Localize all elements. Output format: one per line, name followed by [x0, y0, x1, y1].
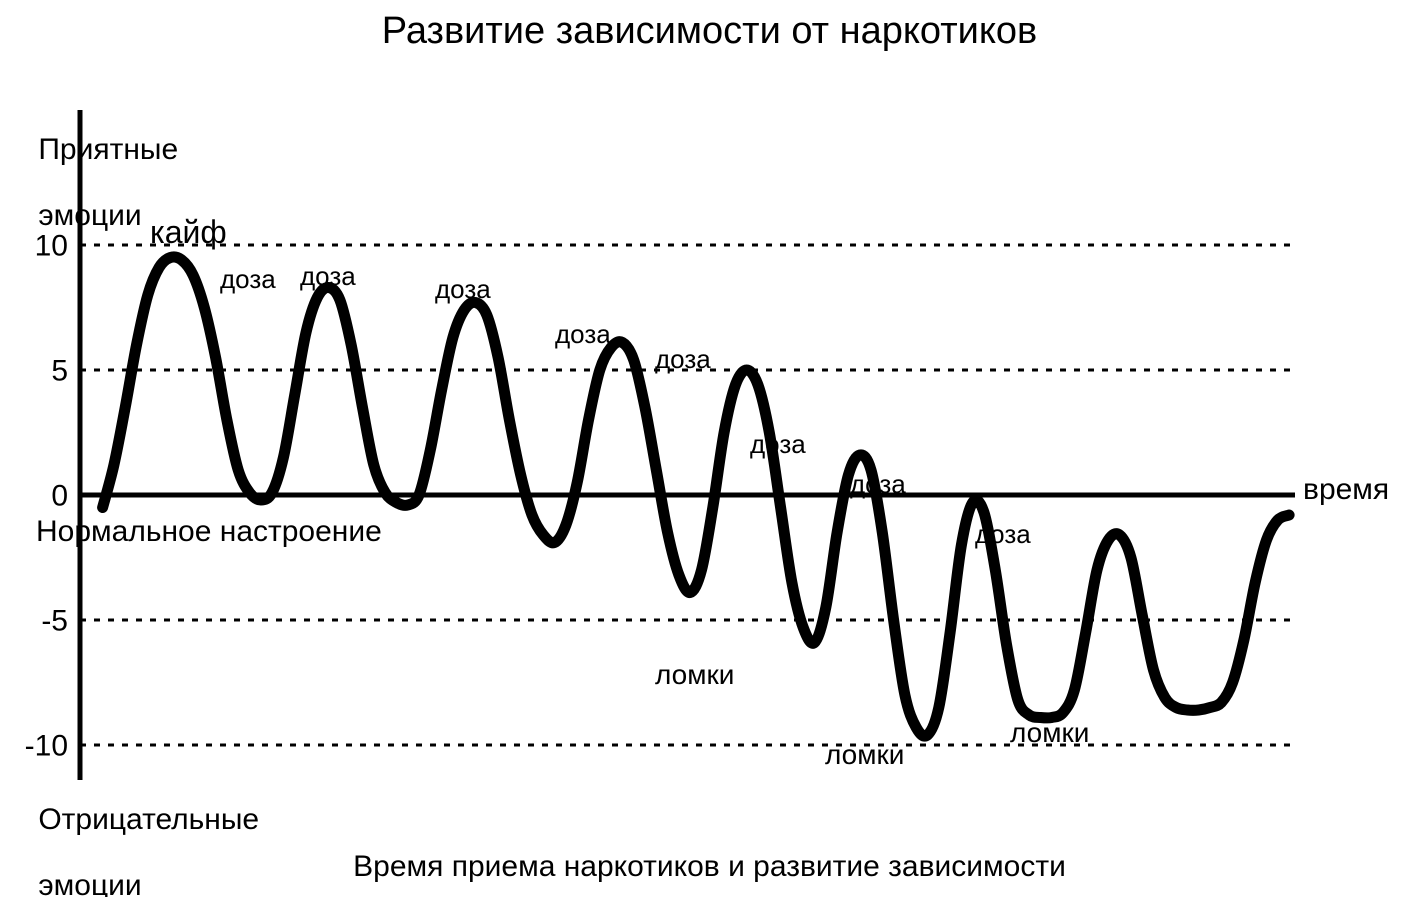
annotation-11: ломки [1010, 718, 1089, 749]
baseline-label: Нормальное настроение [36, 515, 382, 548]
annotation-10: ломки [825, 740, 904, 771]
chart-subtitle: Время приема наркотиков и развитие завис… [0, 850, 1419, 884]
annotation-6: доза [750, 430, 806, 459]
annotation-9: ломки [655, 660, 734, 691]
y-tick-label: -5 [41, 605, 68, 638]
y-tick-label: 5 [51, 355, 68, 388]
y-tick-label: 0 [51, 480, 68, 513]
annotation-1: доза [220, 265, 276, 294]
annotation-5: доза [655, 345, 711, 374]
chart-svg: 1050-5-10 [0, 0, 1419, 897]
y-tick-label: -10 [25, 730, 68, 763]
chart-stage: Развитие зависимости от наркотиков 1050-… [0, 0, 1419, 897]
annotation-7: доза [850, 470, 906, 499]
y-axis-top-line1: Приятные [38, 133, 178, 166]
annotation-0: кайф [150, 215, 227, 250]
x-axis-label: время [1303, 473, 1389, 506]
annotation-8: доза [975, 520, 1031, 549]
y-axis-top-line2: эмоции [38, 199, 141, 232]
annotation-3: доза [435, 275, 491, 304]
annotation-4: доза [555, 320, 611, 349]
y-axis-bottom-line1: Отрицательные [38, 803, 259, 836]
annotation-2: доза [300, 262, 356, 291]
